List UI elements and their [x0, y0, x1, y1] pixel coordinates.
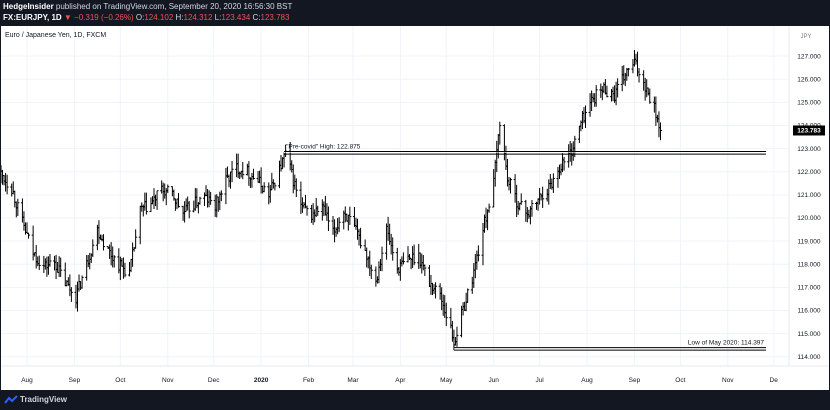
- time-axis[interactable]: Aug Sep Oct Nov Dec 2020 Feb Mar Apr May Jun Jul Aug…: [21, 377, 778, 384]
- time-tick-label: Nov: [162, 377, 174, 384]
- close-label: C:: [252, 13, 261, 22]
- chart-panel[interactable]: "Pre-covid" High: 122.875 Low of May 2020…: [0, 26, 829, 390]
- chart-title: Euro / Japanese Yen, 1D, FXCM: [5, 32, 106, 39]
- open-label: O:: [135, 13, 145, 22]
- ohlc-bars: [0, 49, 662, 351]
- symbol-label: FX:EURJPY, 1D: [3, 13, 62, 22]
- time-tick-label: Apr: [395, 377, 406, 384]
- published-text: published on TradingView.com, September …: [53, 2, 293, 11]
- price-tick-label: 115.000: [797, 331, 820, 338]
- publisher-name[interactable]: HedgeInsider: [3, 2, 54, 11]
- level-label: Low of May 2020: 114.397: [688, 340, 765, 347]
- publish-line: HedgeInsider published on TradingView.co…: [3, 2, 292, 11]
- tradingview-logo-icon: [4, 395, 18, 404]
- price-tick-label: 114.000: [797, 354, 820, 361]
- price-tick-label: 125.000: [797, 100, 821, 107]
- price-tick-label: 116.000: [797, 308, 820, 315]
- price-chart[interactable]: "Pre-covid" High: 122.875 Low of May 2020…: [0, 26, 829, 390]
- level-lines: "Pre-covid" High: 122.875 Low of May 2020…: [284, 143, 767, 351]
- grid: [1, 26, 789, 366]
- time-tick-label: Sep: [69, 377, 81, 384]
- time-tick-label: Mar: [347, 377, 359, 384]
- price-tick-label: 126.000: [797, 76, 821, 83]
- price-tick-label: 122.000: [797, 169, 821, 176]
- time-tick-label: Nov: [722, 377, 734, 384]
- open-value: 124.102: [144, 13, 174, 22]
- price-change: ▼ −0.319 (−0.26%): [63, 13, 134, 22]
- price-tick-label: 117.000: [797, 285, 820, 292]
- time-tick-label: Jul: [535, 377, 544, 384]
- price-tick-label: 121.000: [797, 192, 821, 199]
- price-axis[interactable]: 114.000 115.000 116.000 117.000 118.000 119.0…: [797, 53, 821, 361]
- footer-bar: TradingView: [0, 390, 830, 410]
- last-price-tag: 123.783: [793, 125, 825, 136]
- time-tick-label: May: [440, 377, 453, 384]
- low-label: L:: [214, 13, 222, 22]
- high-value: 124.312: [183, 13, 213, 22]
- last-price-label: 123.783: [797, 128, 821, 135]
- time-tick-label: Jun: [488, 377, 499, 384]
- time-tick-label: Aug: [581, 377, 593, 384]
- price-tick-label: 127.000: [797, 53, 821, 60]
- price-tick-label: 120.000: [797, 215, 821, 222]
- currency-label: JPY: [800, 34, 811, 40]
- time-tick-label: Feb: [303, 377, 315, 384]
- time-tick-label: Dec: [208, 377, 220, 384]
- close-value: 123.783: [260, 13, 290, 22]
- time-tick-label: Aug: [21, 377, 33, 384]
- time-tick-label: Oct: [675, 377, 685, 384]
- time-tick-label: 2020: [254, 377, 269, 384]
- time-tick-label: De: [770, 377, 779, 384]
- price-tick-label: 119.000: [797, 238, 820, 245]
- time-tick-label: Sep: [629, 377, 641, 384]
- publish-header: HedgeInsider published on TradingView.co…: [0, 0, 830, 26]
- ohlc-line: FX:EURJPY, 1D ▼ −0.319 (−0.26%) O:124.10…: [3, 13, 289, 22]
- tradingview-brand[interactable]: TradingView: [20, 395, 67, 404]
- low-value: 123.434: [221, 13, 251, 22]
- price-tick-label: 118.000: [797, 261, 820, 268]
- price-tick-label: 123.000: [797, 146, 821, 153]
- time-tick-label: Oct: [115, 377, 125, 384]
- high-label: H:: [175, 13, 184, 22]
- level-label: "Pre-covid" High: 122.875: [286, 143, 361, 150]
